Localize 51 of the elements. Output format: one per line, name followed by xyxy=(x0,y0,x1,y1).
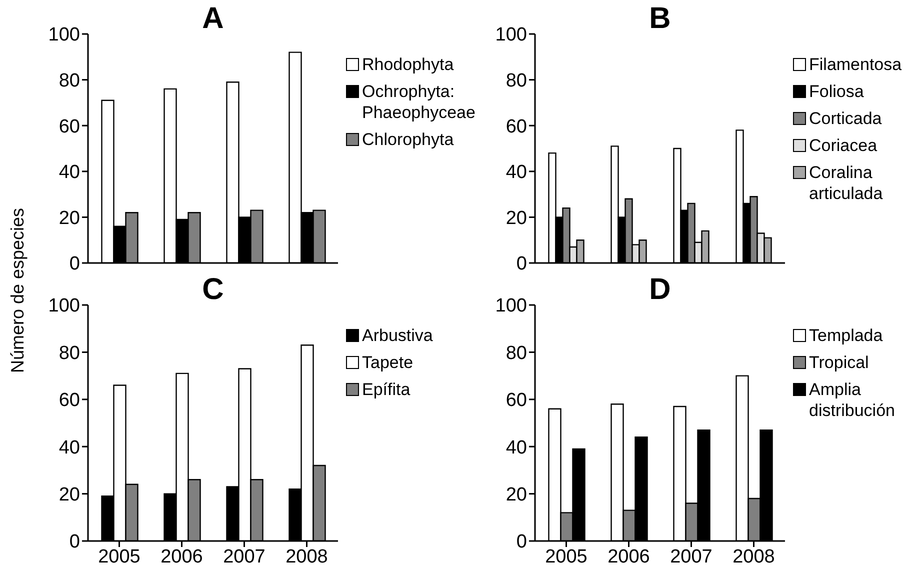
y-tick-label: 0 xyxy=(516,254,527,275)
y-tick-label: 100 xyxy=(48,296,80,317)
y-tick-label: 20 xyxy=(58,208,80,229)
y-tick-label: 100 xyxy=(495,296,527,317)
y-tick-label: 100 xyxy=(48,24,80,46)
y-tick-label: 60 xyxy=(58,116,80,138)
y-tick-label: 20 xyxy=(506,208,527,229)
legend-label: Chlorophyta xyxy=(362,129,454,150)
y-tick-label: 40 xyxy=(506,162,527,184)
legend-label: Tapete xyxy=(362,352,414,373)
chart-title: D xyxy=(648,273,672,307)
y-tick-label: 20 xyxy=(506,484,527,506)
y-tick-label: 40 xyxy=(58,437,80,458)
x-tick-label: 2006 xyxy=(160,546,203,568)
y-tick-label: 0 xyxy=(69,532,80,553)
y-tick-label: 0 xyxy=(516,532,527,553)
y-tick-label: 0 xyxy=(69,254,80,275)
y-tick-label: 60 xyxy=(506,390,527,412)
legend-label: Tropical xyxy=(809,352,869,373)
x-tick-label: 2005 xyxy=(545,546,588,568)
y-tick-label: 40 xyxy=(506,437,527,458)
y-tick-label: 100 xyxy=(495,24,527,46)
x-tick-label: 2008 xyxy=(286,546,328,568)
legend-label: Rhodophyta xyxy=(362,54,454,75)
y-axis-title: Número de especies xyxy=(8,206,28,376)
legend-label: Corticada xyxy=(809,108,882,129)
legend-label: Templada xyxy=(809,325,883,346)
legend-label: Amplia distribución xyxy=(809,379,896,421)
legend-label: Epífita xyxy=(362,379,410,400)
legend-label: Foliosa xyxy=(809,81,864,102)
legend-label: Ochrophyta: Phaeophyceae xyxy=(362,81,476,123)
legend-label: Arbustiva xyxy=(362,325,433,346)
x-tick-label: 2006 xyxy=(608,546,650,568)
y-tick-label: 80 xyxy=(506,342,527,364)
chart-title: C xyxy=(201,273,225,307)
y-tick-label: 20 xyxy=(58,484,80,506)
x-tick-label: 2008 xyxy=(732,546,775,568)
y-tick-label: 40 xyxy=(58,162,80,184)
legend-label: Filamentosa xyxy=(809,54,902,75)
y-tick-label: 80 xyxy=(58,70,80,92)
x-tick-label: 2007 xyxy=(223,546,266,568)
legend-label: Coriacea xyxy=(809,135,878,156)
y-tick-label: 60 xyxy=(58,390,80,412)
y-tick-label: 60 xyxy=(506,116,527,138)
chart-title: A xyxy=(201,2,225,36)
y-tick-label: 80 xyxy=(506,70,527,92)
x-tick-label: 2005 xyxy=(98,546,140,568)
y-tick-label: 80 xyxy=(58,342,80,364)
legend-label: Coralina articulada xyxy=(809,162,884,204)
x-tick-label: 2007 xyxy=(670,546,712,568)
chart-title: B xyxy=(648,2,672,36)
